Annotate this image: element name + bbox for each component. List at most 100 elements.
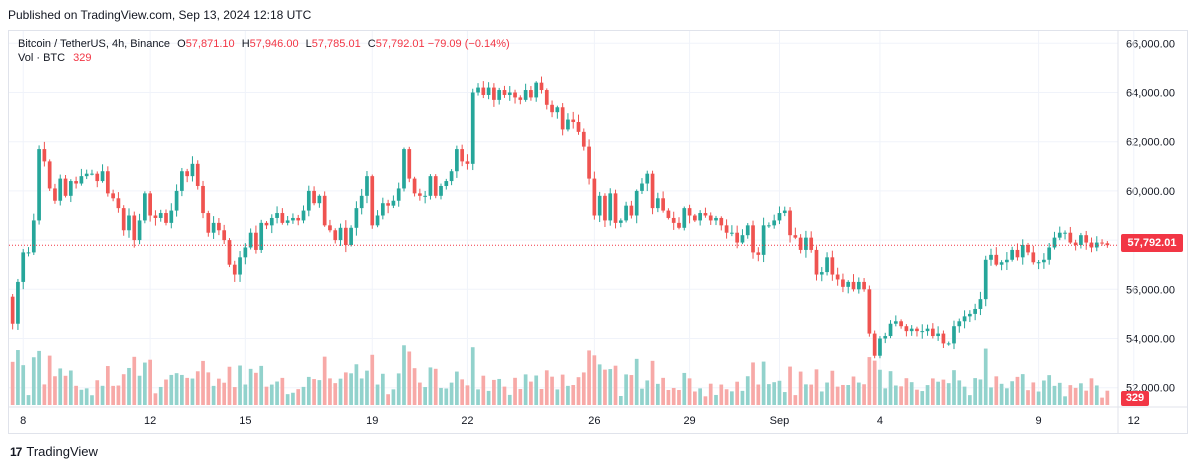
volume-bar [455,371,459,405]
volume-bar [989,387,993,405]
candle-body [497,90,502,100]
volume-bar [544,370,549,405]
candle-body [925,328,930,332]
volume-bar [502,386,507,405]
candle-body [708,215,713,221]
change-value: −79.09 (−0.14%) [427,38,510,50]
candle-body [1042,259,1046,263]
candle-body [418,193,422,196]
candle-body [259,222,264,250]
volume-bar [100,385,105,405]
volume-bar [333,383,338,405]
volume-bar [534,375,539,405]
x-tick-label: Sep [770,415,790,427]
volume-bar [682,372,687,405]
candle-body [629,205,634,216]
candle-body [328,225,332,231]
candle-body [809,237,814,250]
candle-body [994,254,999,265]
volume-bar [222,382,227,405]
volume-bar [90,395,94,405]
volume-bar [1052,385,1057,405]
volume-bar [301,386,306,405]
volume-bar [576,377,581,405]
candle-body [671,217,676,223]
candle-body [1084,235,1089,243]
volume-bar [523,374,528,405]
candle-body [428,176,433,196]
candle-body [555,107,560,113]
volume-bar [507,394,512,405]
candle-body [946,343,951,345]
volume-bar [846,385,851,405]
candle-body [624,205,628,221]
candle-body [312,190,316,204]
volume-bar [264,386,269,405]
candle-body [539,82,544,91]
volume-bar [465,385,470,405]
volume-bar [698,388,702,405]
candle-body [1020,245,1025,258]
volume-bar [1010,381,1015,405]
candle-body [634,190,639,216]
volume-bar [158,386,163,405]
volume-bar [1063,396,1067,405]
volume-bar [291,392,295,405]
candle-body [835,274,840,280]
candle-body [962,316,967,322]
volume-bar [481,375,486,405]
candle-body [31,220,36,253]
candle-body [211,222,216,233]
candle-body [782,210,787,214]
volume-bar [613,365,618,405]
candle-body [930,328,935,337]
candle-body [343,227,348,246]
volume-bar [571,385,576,405]
volume-bar [798,371,803,405]
candle-body [1052,237,1057,248]
volume-bar [513,377,517,405]
volume-bar [169,374,174,405]
candle-body [740,235,745,243]
candle-body [79,176,84,184]
candle-body [603,195,607,221]
candle-body [433,176,438,196]
volume-bar [444,388,449,405]
volume-bar [1079,383,1083,405]
volume-bar [375,384,380,405]
candle-body [53,188,57,201]
volume-bar [560,374,565,405]
candle-body [195,163,200,186]
volume-bar [201,360,205,405]
candle-body [380,203,385,216]
candle-body [804,237,808,250]
volume-bar [788,366,792,405]
volume-bar [105,366,110,405]
symbol-label: Bitcoin / TetherUS, 4h, Binance [18,38,171,50]
candle-body [74,181,78,184]
candle-body [862,281,866,290]
brand[interactable]: 17 TradingView [10,444,98,459]
candle-body [254,232,258,250]
volume-bar [968,395,972,405]
candle-body [756,252,761,255]
volume-bar [883,388,888,405]
x-tick-label: 8 [20,415,26,427]
candle-body [719,217,724,226]
candle-body [576,122,581,132]
candle-body [560,107,565,130]
volume-bar [1036,391,1041,405]
volume-bar [95,380,100,405]
candle-body [180,171,184,191]
candle-body [1089,242,1094,248]
volume-bar [957,380,962,405]
candle-body [460,149,465,162]
volume-bar [232,387,237,405]
volume-bar [878,369,882,405]
volume-bar [1005,388,1009,405]
volume-bar [79,389,84,405]
candle-body [37,149,41,221]
candle-body [201,185,205,214]
candle-body [21,252,26,282]
